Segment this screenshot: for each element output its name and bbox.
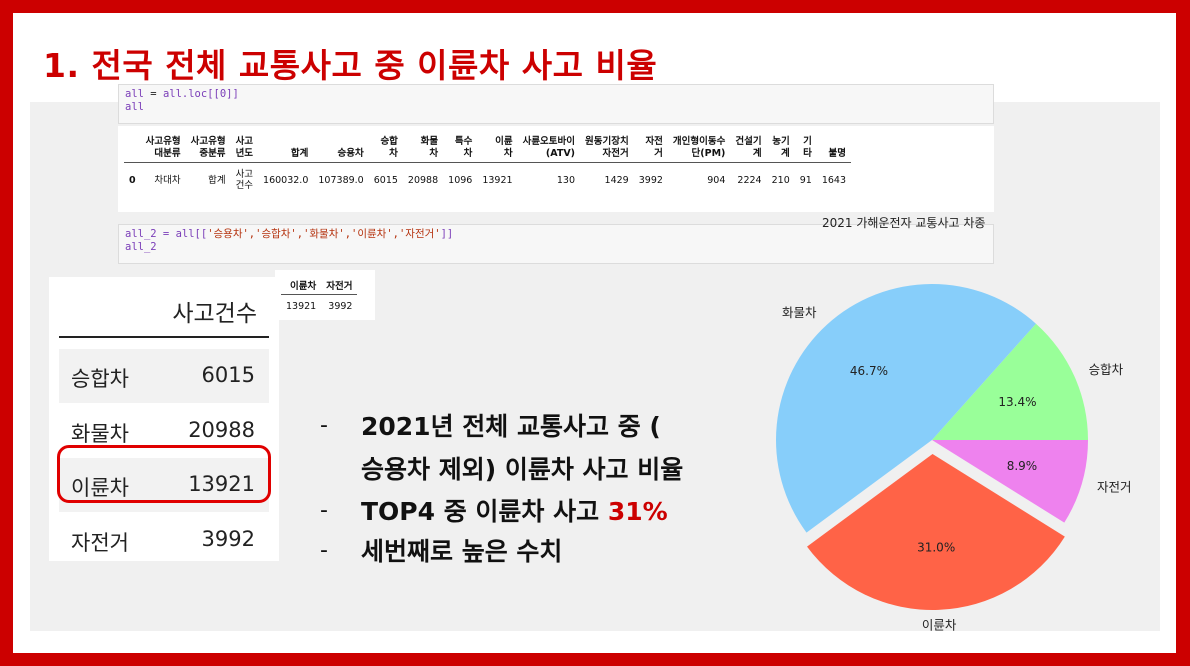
pie-slice-화물차 — [776, 284, 1036, 533]
pie-pct-label: 8.9% — [1007, 459, 1038, 473]
summary-value: 13921 — [188, 472, 255, 496]
slide-title: 1. 전국 전체 교통사고 중 이륜차 사고 비율 — [43, 46, 658, 85]
summary-label: 자전거 — [71, 531, 129, 555]
bullet-1-line-1: 2021년 전체 교통사고 중 ( — [361, 412, 661, 441]
df-col-header: 승합 차 — [368, 134, 403, 163]
df-col-header: 합계 — [258, 134, 314, 163]
code-suffix: ]] — [440, 228, 454, 240]
pie-slice-자전거 — [932, 440, 1088, 523]
code-eq: = — [143, 88, 163, 100]
code-line-2: all — [125, 101, 144, 113]
summary-row-이륜차: 이륜차 13921 — [59, 458, 269, 512]
code-cell-1[interactable]: all = all.loc[[0]] all — [118, 84, 994, 124]
code-args: '승용차','승합차','화물차','이륜차','자전거' — [207, 228, 441, 240]
dataframe-output-1: 사고유형 대분류 사고유형 중분류 사고 년도 합계 승용차 승합 차 화물 차 특수 차 이륜 차 사륜오토바… — [118, 126, 994, 212]
df-cell: 210 — [771, 174, 790, 186]
code-var: all — [125, 88, 144, 100]
df-col-header: 불명 — [816, 134, 852, 163]
pie-slice-이륜차 — [807, 453, 1065, 610]
df-col-header: 승용차 — [313, 134, 369, 163]
df-cell: 1429 — [604, 174, 629, 186]
summary-value: 3992 — [201, 527, 255, 551]
df2-cell-0: 13921 — [286, 301, 317, 312]
pie-category-label: 승합차 — [1089, 362, 1124, 377]
df-cell: 130 — [556, 174, 576, 186]
pie-slice-승합차 — [932, 323, 1088, 440]
df-cell: 904 — [707, 174, 726, 186]
index-header — [124, 134, 141, 163]
df-cell: 20988 — [407, 174, 439, 186]
df-col-header: 자전 거 — [633, 134, 668, 163]
code-line-2: all_2 — [125, 241, 157, 253]
bullet-dash: - — [320, 413, 328, 438]
df-cell: 사고 건수 — [235, 169, 254, 191]
header-divider — [59, 336, 269, 338]
dataframe-table: 사고유형 대분류 사고유형 중분류 사고 년도 합계 승용차 승합 차 화물 차 특수 차 이륜 차 사륜오토바… — [124, 134, 852, 197]
df-cell: 13921 — [482, 174, 513, 186]
df-col-header: 이륜 차 — [477, 134, 518, 163]
summary-row-승합차: 승합차 6015 — [59, 349, 269, 403]
bullet-3: 세번째로 높은 수치 — [361, 537, 563, 566]
summary-table: 사고건수 승합차 6015 화물차 20988 이륜차 13921 자전거 39… — [49, 277, 279, 561]
df2-cell-1: 3992 — [328, 301, 353, 312]
pie-category-label: 자전거 — [1097, 479, 1132, 494]
code-prefix: all_2 = all[[ — [125, 228, 208, 240]
bullet-dash: - — [320, 498, 328, 523]
df-col-header: 특수 차 — [443, 134, 478, 163]
df-col-header: 사고유형 대분류 — [140, 134, 186, 163]
highlight-box — [57, 445, 271, 503]
df2-col-0: 이륜차 — [281, 276, 322, 295]
df2-col-1: 자전거 — [321, 276, 358, 295]
dataframe-table-2: 이륜차 자전거 13921 3992 — [281, 276, 358, 318]
bullet-2-highlight: 31% — [607, 497, 668, 526]
pie-title: 2021 가해운전자 교통사고 차종 — [822, 216, 986, 230]
summary-header: 사고건수 — [172, 301, 257, 327]
dataframe-output-2: 이륜차 자전거 13921 3992 — [275, 270, 375, 320]
pie-pct-label: 46.7% — [850, 364, 888, 378]
summary-row-화물차: 화물차 20988 — [59, 404, 269, 458]
df-cell: 91 — [799, 174, 812, 186]
df-col-header: 건설기 계 — [730, 134, 767, 163]
code-rhs: all.loc[[0]] — [162, 88, 239, 100]
df-col-header: 화물 차 — [402, 134, 444, 163]
df-cell: 160032.0 — [263, 174, 309, 186]
pie-pct-label: 31.0% — [917, 541, 955, 555]
bullet-dash: - — [320, 538, 328, 563]
bullet-2-text: TOP4 중 이륜차 사고 — [361, 497, 608, 526]
df-cell: 6015 — [373, 174, 398, 186]
summary-value: 6015 — [201, 363, 255, 387]
bullet-1-line-2: 승용차 제외) 이륜차 사고 비율 — [361, 455, 684, 484]
summary-label: 화물차 — [71, 422, 129, 446]
df-col-header: 농기 계 — [766, 134, 795, 163]
summary-row-자전거: 자전거 3992 — [59, 513, 269, 567]
df-col-header: 원동기장치 자전거 — [580, 134, 634, 163]
summary-label: 승합차 — [71, 367, 129, 391]
bullet-2: TOP4 중 이륜차 사고 31% — [361, 492, 668, 528]
summary-label: 이륜차 — [71, 476, 129, 500]
df-col-header: 사륜오토바이 (ATV) — [517, 134, 581, 163]
df-cell: 107389.0 — [318, 174, 364, 186]
df-cell: 합계 — [208, 174, 226, 186]
df-col-header: 개인형이동수 단(PM) — [667, 134, 731, 163]
df-cell: 1643 — [821, 174, 847, 186]
df-cell: 2224 — [737, 174, 762, 186]
pie-category-label: 이륜차 — [922, 617, 957, 632]
row-index: 0 — [129, 174, 136, 186]
summary-value: 20988 — [188, 418, 255, 442]
df-cell: 3992 — [638, 174, 663, 186]
df-col-header: 사고 년도 — [230, 134, 259, 163]
df-col-header: 사고유형 중분류 — [185, 134, 231, 163]
code-cell-2[interactable]: all_2 = all[['승용차','승합차','화물차','이륜차','자전… — [118, 224, 994, 264]
pie-pct-label: 13.4% — [998, 395, 1036, 409]
df-cell: 차대차 — [154, 174, 181, 186]
df-cell: 1096 — [448, 174, 473, 186]
pie-category-label: 화물차 — [782, 305, 817, 320]
